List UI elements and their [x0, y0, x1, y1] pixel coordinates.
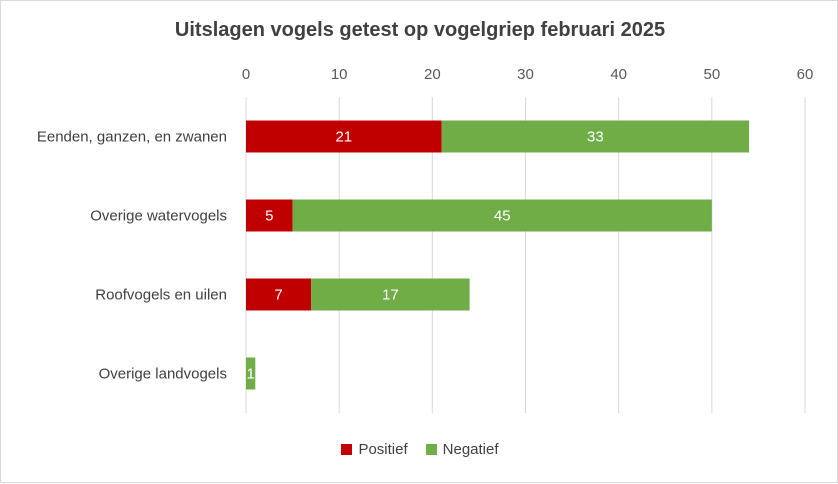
- bar-negatief: [441, 120, 750, 153]
- category-label: Roofvogels en uilen: [95, 287, 227, 304]
- category-label: Eenden, ganzen, en zwanen: [37, 129, 227, 146]
- data-label: 33: [587, 129, 604, 146]
- legend: Positief Negatief: [1, 441, 838, 458]
- x-tick-label: 30: [517, 66, 534, 83]
- x-tick-label: 10: [331, 66, 348, 83]
- legend-swatch: [341, 444, 353, 455]
- x-tick-label: 50: [703, 66, 720, 83]
- legend-item-positief: Positief: [341, 441, 408, 458]
- legend-label: Positief: [358, 441, 408, 458]
- x-tick-label: 20: [424, 66, 441, 83]
- data-label: 5: [265, 208, 273, 225]
- legend-item-negatief: Negatief: [425, 441, 499, 458]
- chart-title: Uitslagen vogels getest op vogelgriep fe…: [174, 19, 666, 41]
- category-label: Overige watervogels: [90, 208, 227, 225]
- bar-negatief: [246, 357, 256, 390]
- bar-positief: [246, 120, 442, 153]
- bar-positief: [246, 278, 312, 311]
- legend-label: Negatief: [442, 441, 499, 458]
- bar-positief: [246, 199, 293, 232]
- x-tick-label: 60: [797, 66, 814, 83]
- x-tick-label: 0: [242, 66, 250, 83]
- data-label: 7: [274, 287, 282, 304]
- category-label: Overige landvogels: [99, 366, 227, 383]
- data-label: 21: [335, 129, 352, 146]
- data-label: 1: [246, 366, 254, 383]
- data-label: 45: [494, 208, 511, 225]
- x-tick-label: 40: [610, 66, 627, 83]
- bar-negatief: [311, 278, 470, 311]
- bar-negatief: [292, 199, 712, 232]
- legend-swatch: [425, 444, 437, 455]
- data-label: 17: [382, 287, 399, 304]
